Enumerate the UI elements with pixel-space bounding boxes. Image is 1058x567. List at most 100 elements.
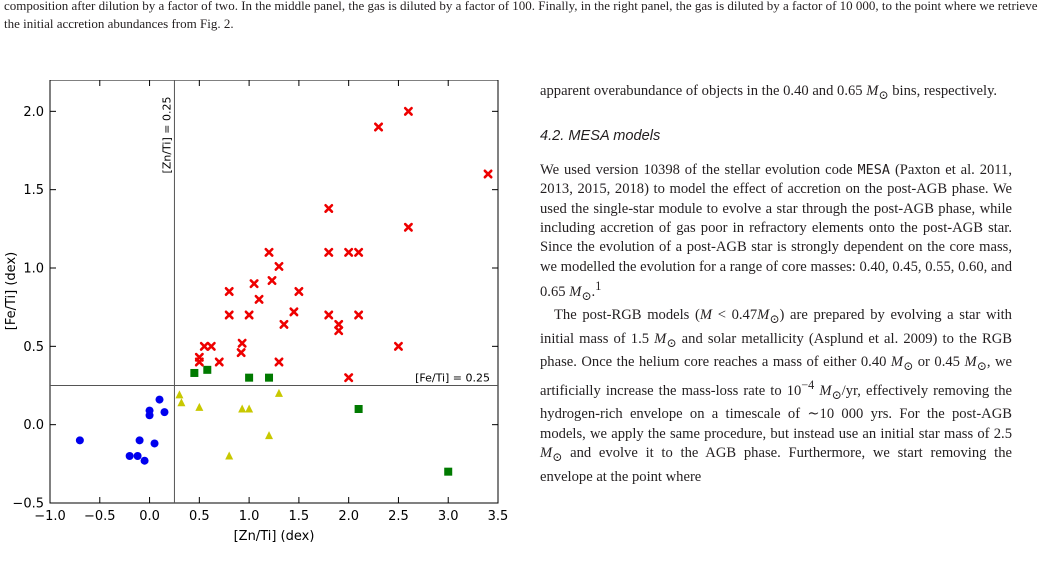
x-tick-label: 2.5 bbox=[388, 509, 409, 524]
x-marker-point bbox=[224, 310, 234, 320]
x-marker-point bbox=[289, 307, 299, 317]
x-marker-point bbox=[393, 341, 403, 351]
x-marker-point bbox=[274, 357, 284, 367]
x-marker-point bbox=[334, 326, 344, 336]
x-marker-point bbox=[199, 341, 209, 351]
figure-caption: composition after dilution by a factor o… bbox=[4, 0, 1038, 31]
x-tick-label: 1.5 bbox=[289, 509, 310, 524]
text-run: apparent overabundance of objects in the… bbox=[540, 83, 867, 99]
x-marker-point bbox=[324, 247, 334, 257]
x-tick-label: 3.5 bbox=[488, 509, 509, 524]
x-marker-point bbox=[206, 341, 216, 351]
text-run: /yr, effectively removing the hydrogen-r… bbox=[540, 383, 1012, 442]
reference-lines bbox=[50, 80, 498, 503]
square-point bbox=[444, 467, 453, 476]
x-tick-label: 0.0 bbox=[139, 509, 160, 524]
text-run: ) are prepared by evolving a star with i… bbox=[540, 307, 1012, 347]
mass-symbol: M bbox=[964, 353, 977, 370]
x-marker-point bbox=[354, 310, 364, 320]
x-marker-point bbox=[294, 287, 304, 296]
square-point bbox=[265, 373, 274, 382]
circle-point bbox=[125, 452, 134, 460]
x-tick-label: 0.5 bbox=[189, 509, 210, 524]
x-marker-point bbox=[334, 319, 344, 329]
y-axis-label: [Fe/Ti] (dex) bbox=[4, 252, 19, 330]
paragraph-2: The post-RGB models (M < 0.47M⊙) are pre… bbox=[540, 306, 1012, 487]
triangle-point bbox=[175, 390, 184, 399]
mass-symbol: M bbox=[540, 445, 553, 462]
text-run: and solar metallicity (Asplund et al. 20… bbox=[540, 330, 1012, 370]
x-marker-point bbox=[194, 357, 204, 367]
sun-subscript: ⊙ bbox=[666, 335, 677, 350]
circle-point bbox=[133, 452, 142, 460]
x-marker-point bbox=[267, 276, 277, 286]
circle-point bbox=[140, 456, 149, 465]
text-run: bins, respectively. bbox=[888, 83, 998, 99]
x-marker-point bbox=[403, 222, 413, 232]
sun-subscript: ⊙ bbox=[878, 87, 889, 102]
x-marker-point bbox=[254, 294, 264, 304]
x-marker-point bbox=[344, 373, 354, 383]
exponent: −4 bbox=[801, 378, 815, 393]
x-tick-label: 1.0 bbox=[239, 509, 260, 524]
text-run: or 0.45 bbox=[913, 353, 965, 370]
text-run: < 0.47 bbox=[712, 307, 758, 324]
mass-symbol: M bbox=[699, 307, 713, 324]
mass-symbol: M bbox=[654, 330, 667, 347]
x-marker-point bbox=[344, 247, 354, 257]
x-marker-point bbox=[403, 106, 413, 116]
square-point bbox=[354, 405, 363, 413]
x-marker-point bbox=[354, 247, 364, 257]
x-marker-point bbox=[249, 279, 259, 289]
triangle-point bbox=[238, 404, 247, 413]
square-point bbox=[245, 373, 254, 382]
circle-point bbox=[155, 395, 164, 404]
square-point bbox=[203, 365, 212, 374]
right-column-text: apparent overabundance of objects in the… bbox=[540, 82, 1012, 487]
plot-frame bbox=[49, 80, 499, 504]
text-run: , we artificially increase the mass-loss… bbox=[540, 353, 1012, 400]
x-marker-point bbox=[324, 203, 334, 213]
footnote-marker[interactable]: 1 bbox=[595, 279, 602, 294]
sun-subscript: ⊙ bbox=[831, 388, 842, 403]
text-run: (Paxton et al. 2011, 2013, 2015, 2018) t… bbox=[540, 161, 1012, 301]
section-heading: 4.2. MESA models bbox=[540, 128, 661, 145]
x-marker-point bbox=[244, 310, 254, 320]
x-axis-label: [Zn/Ti] (dex) bbox=[234, 529, 315, 544]
x-marker-point bbox=[483, 169, 493, 179]
text-run: . bbox=[591, 284, 596, 301]
x-marker-point bbox=[236, 348, 246, 358]
triangle-point bbox=[245, 404, 254, 413]
sun-subscript: ⊙ bbox=[976, 358, 987, 373]
x-marker-point bbox=[214, 357, 224, 367]
sun-subscript: ⊙ bbox=[581, 288, 592, 303]
circle-point bbox=[160, 408, 169, 417]
x-marker-point bbox=[224, 287, 234, 296]
paragraph-1: We used version 10398 of the stellar evo… bbox=[540, 161, 1012, 307]
circle-point bbox=[150, 439, 159, 448]
text-run: and evolve it to the AGB phase. Furtherm… bbox=[540, 445, 1012, 485]
y-tick-label: 1.0 bbox=[23, 262, 44, 277]
circle-point bbox=[135, 436, 144, 445]
sun-subscript: ⊙ bbox=[903, 358, 914, 373]
mass-symbol: M bbox=[757, 307, 770, 324]
mesa-code-name: MESA bbox=[857, 161, 891, 178]
x-marker-point bbox=[264, 247, 274, 257]
circle-point bbox=[145, 406, 154, 415]
triangle-point bbox=[265, 431, 274, 440]
horizontal-line-label: [Fe/Ti] = 0.25 bbox=[415, 372, 490, 385]
x-tick-label: 2.0 bbox=[338, 509, 359, 524]
triangle-point bbox=[177, 398, 186, 407]
x-tick-label: −0.5 bbox=[84, 509, 116, 524]
x-marker-point bbox=[374, 122, 384, 132]
scatter-chart: −1.0 −0.5 0.0 0.5 1.0 1.5 2.0 2.5 3.0 3.5−0.50.00… bbox=[4, 80, 509, 544]
y-tick-label: −0.5 bbox=[12, 497, 44, 512]
vertical-line-label: [Zn/Ti] = 0.25 bbox=[160, 97, 173, 174]
x-marker-point bbox=[279, 319, 289, 329]
scatter-figure: −1.0 −0.5 0.0 0.5 1.0 1.5 2.0 2.5 3.0 3.5 −0.5 0.0 0… bbox=[0, 80, 520, 567]
x-tick-label: −1.0 bbox=[34, 509, 66, 524]
mass-symbol: M bbox=[866, 83, 879, 99]
x-tick-label: 3.0 bbox=[438, 509, 459, 524]
sun-subscript: ⊙ bbox=[552, 450, 563, 465]
triangle-point bbox=[225, 451, 234, 460]
